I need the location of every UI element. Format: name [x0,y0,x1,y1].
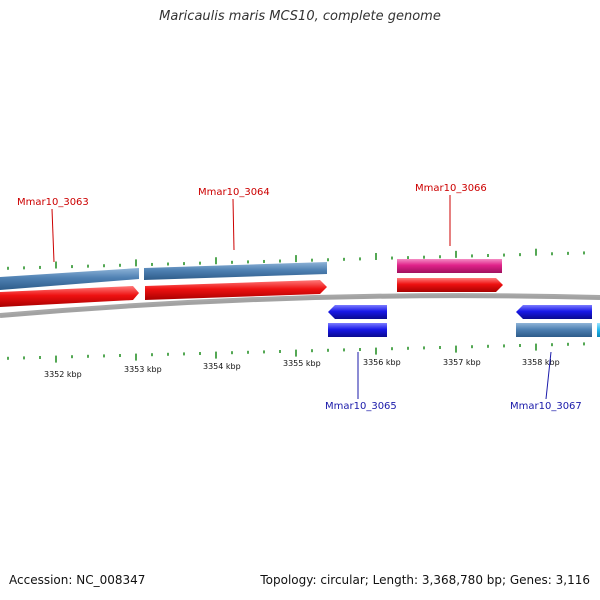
backbone-line [0,293,600,315]
tick-label: 3358 kbp [522,358,560,367]
tick-label: 3355 kbp [283,359,321,368]
cds-arrow-mmar10-3067[interactable] [516,305,592,319]
map-title: Maricaulis maris MCS10, complete genome [159,9,441,24]
accession-text: Accession: NC_008347 [9,573,146,587]
upper-tick-marks [7,248,585,270]
gene-label-mmar10-3067[interactable]: Mmar10_3067 [510,401,582,412]
tick-label: 3352 kbp [44,370,82,379]
rna-bar-mmar10-3066[interactable] [397,259,502,273]
cds-arrow-mmar10-3064[interactable] [145,280,327,300]
gene-label-mmar10-3063[interactable]: Mmar10_3063 [17,197,89,208]
cds-arrow-mmar10-3063[interactable] [0,286,139,307]
topology-text: Topology: circular; Length: 3,368,780 bp… [260,573,590,587]
gene-label-mmar10-3065[interactable]: Mmar10_3065 [325,401,397,412]
leader-line-mmar10-3067 [545,351,552,400]
leader-line-mmar10-3064 [232,198,235,251]
cds-arrow-mmar10-3066[interactable] [397,278,503,292]
gene-label-mmar10-3064[interactable]: Mmar10_3064 [198,187,270,198]
gene-bar-mmar10-3065[interactable] [328,323,387,337]
leader-line-mmar10-3063 [51,208,55,263]
cds-arrow-mmar10-3065[interactable] [328,305,387,319]
gene-bar-mmar10-3064[interactable] [144,262,327,280]
backbone-shadow [0,294,600,318]
lower-tick-marks [7,342,585,363]
tick-label: 3356 kbp [363,358,401,367]
tick-label: 3354 kbp [203,362,241,371]
gene-bar-mmar10-3067[interactable] [516,323,592,337]
gene-label-mmar10-3066[interactable]: Mmar10_3066 [415,183,487,194]
partial-feature-right-edge[interactable] [597,323,600,337]
tick-label: 3353 kbp [124,365,162,374]
tick-label: 3357 kbp [443,358,481,367]
gene-bar-mmar10-3063[interactable] [0,268,139,290]
